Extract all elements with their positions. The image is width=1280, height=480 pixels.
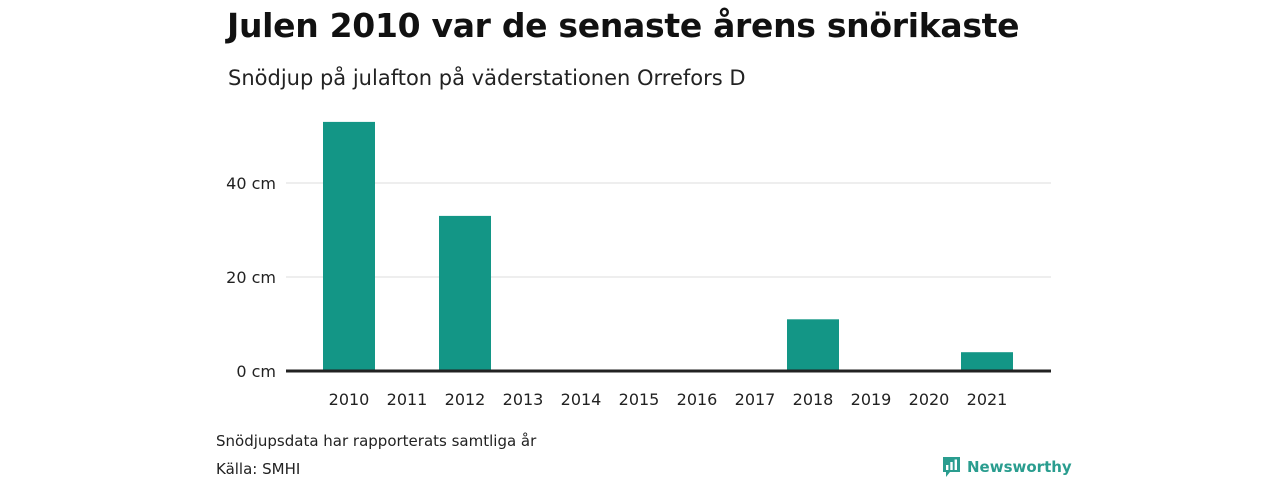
x-tick-label: 2011 xyxy=(387,390,428,409)
x-tick-label: 2019 xyxy=(851,390,892,409)
x-tick-label: 2018 xyxy=(793,390,834,409)
bar[interactable] xyxy=(439,215,491,371)
bar[interactable] xyxy=(787,319,839,371)
x-tick-label: 2013 xyxy=(503,390,544,409)
x-tick-label: 2015 xyxy=(619,390,660,409)
x-tick-label: 2016 xyxy=(677,390,718,409)
x-tick-label: 2012 xyxy=(445,390,486,409)
x-tick-label: 2017 xyxy=(735,390,776,409)
bar[interactable] xyxy=(323,121,375,372)
source-label: Källa: SMHI xyxy=(216,460,301,478)
footnote: Snödjupsdata har rapporterats samtliga å… xyxy=(216,432,537,450)
brand-name: Newsworthy xyxy=(967,458,1072,476)
grid-lines xyxy=(286,182,1051,278)
chart-title: Julen 2010 var de senaste årens snörikas… xyxy=(227,6,1020,45)
bars xyxy=(323,121,1013,372)
y-tick-label: 20 cm xyxy=(226,268,276,287)
x-tick-label: 2020 xyxy=(909,390,950,409)
y-tick-label: 40 cm xyxy=(226,174,276,193)
brand-logo[interactable]: Newsworthy xyxy=(942,456,1072,478)
axes: 0 cm 20 cm 40 cm 2010 2011 2012 2013 2014 2015 20… xyxy=(226,174,1051,409)
y-tick-label: 0 cm xyxy=(236,362,276,381)
x-tick-label: 2021 xyxy=(967,390,1008,409)
bar[interactable] xyxy=(961,352,1013,371)
bar-chart: 0 cm 20 cm 40 cm 2010 2011 2012 2013 2014 2015 20… xyxy=(226,121,1051,409)
x-tick-label: 2010 xyxy=(329,390,370,409)
bar-chart-speech-icon xyxy=(943,457,960,477)
chart-subtitle: Snödjup på julafton på väderstationen Or… xyxy=(228,66,746,90)
x-tick-label: 2014 xyxy=(561,390,602,409)
